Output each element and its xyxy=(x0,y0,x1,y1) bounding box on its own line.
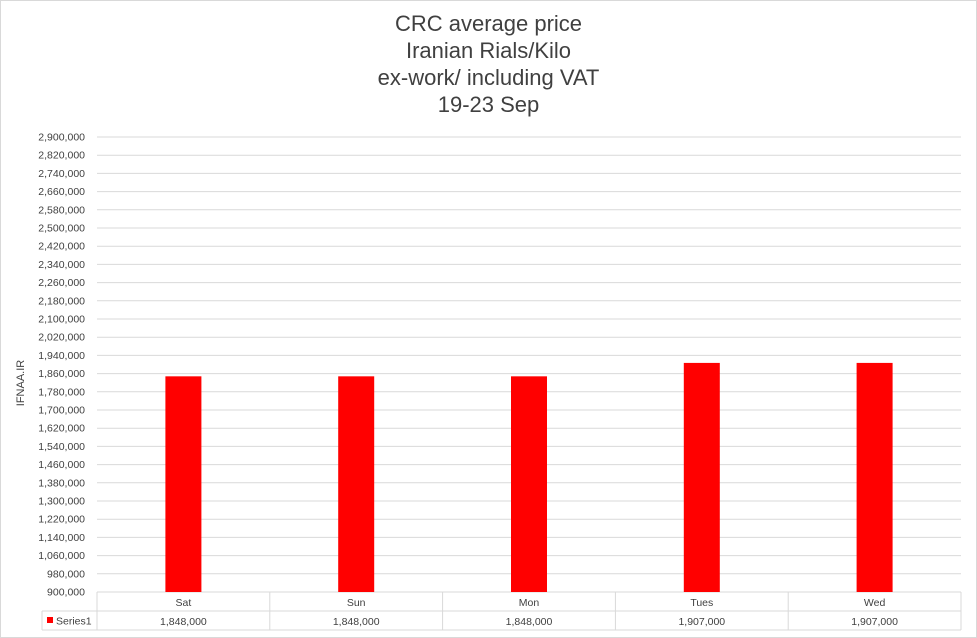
y-tick-label: 2,260,000 xyxy=(38,277,85,289)
y-tick-label: 1,700,000 xyxy=(38,405,85,417)
y-tick-label: 2,420,000 xyxy=(38,241,85,253)
bar-tues xyxy=(683,362,720,592)
title-line-3: ex-work/ including VAT xyxy=(377,65,600,90)
table-value: 1,848,000 xyxy=(160,616,207,628)
y-tick-label: 1,220,000 xyxy=(38,514,85,526)
x-tick-label: Tues xyxy=(690,597,713,609)
table-value: 1,848,000 xyxy=(506,616,553,628)
y-tick-label: 1,540,000 xyxy=(38,441,85,453)
y-tick-label: 1,300,000 xyxy=(38,496,85,508)
y-tick-label: 2,180,000 xyxy=(38,295,85,307)
y-tick-label: 2,660,000 xyxy=(38,186,85,198)
title-line-2: Iranian Rials/Kilo xyxy=(405,38,572,63)
y-tick-label: 1,940,000 xyxy=(38,350,85,362)
y-tick-label: 2,820,000 xyxy=(38,150,85,162)
y-tick-label: 1,620,000 xyxy=(38,423,85,435)
chart-title: CRC average price Iranian Rials/Kilo ex-… xyxy=(0,10,977,118)
y-tick-label: 2,020,000 xyxy=(38,332,85,344)
x-tick-label: Wed xyxy=(864,597,886,609)
bar-wed xyxy=(856,362,893,592)
bar-sat xyxy=(165,376,202,592)
x-tick-label: Sun xyxy=(347,597,366,609)
y-tick-label: 1,060,000 xyxy=(38,550,85,562)
legend-swatch xyxy=(47,617,53,623)
y-tick-label: 980,000 xyxy=(47,568,85,580)
bar-mon xyxy=(511,376,547,592)
y-tick-label: 1,780,000 xyxy=(38,386,85,398)
y-tick-label: 2,740,000 xyxy=(38,168,85,180)
y-tick-label: 2,900,000 xyxy=(38,132,85,144)
x-tick-label: Sat xyxy=(176,597,192,609)
y-tick-label: 1,380,000 xyxy=(38,477,85,489)
legend-series-name: Series1 xyxy=(56,616,92,628)
y-tick-label: 900,000 xyxy=(47,587,85,599)
y-tick-label: 1,860,000 xyxy=(38,368,85,380)
y-tick-label: 1,140,000 xyxy=(38,532,85,544)
y-tick-label: 2,100,000 xyxy=(38,314,85,326)
table-value: 1,907,000 xyxy=(678,616,725,628)
x-tick-label: Mon xyxy=(519,597,540,609)
table-value: 1,848,000 xyxy=(333,616,380,628)
table-value: 1,907,000 xyxy=(851,616,898,628)
title-line-1: CRC average price xyxy=(394,11,583,36)
y-tick-label: 2,340,000 xyxy=(38,259,85,271)
y-tick-label: 1,460,000 xyxy=(38,459,85,471)
y-tick-label: 2,580,000 xyxy=(38,204,85,216)
title-line-4: 19-23 Sep xyxy=(437,92,540,117)
y-tick-label: 2,500,000 xyxy=(38,223,85,235)
bar-sun xyxy=(338,376,375,592)
